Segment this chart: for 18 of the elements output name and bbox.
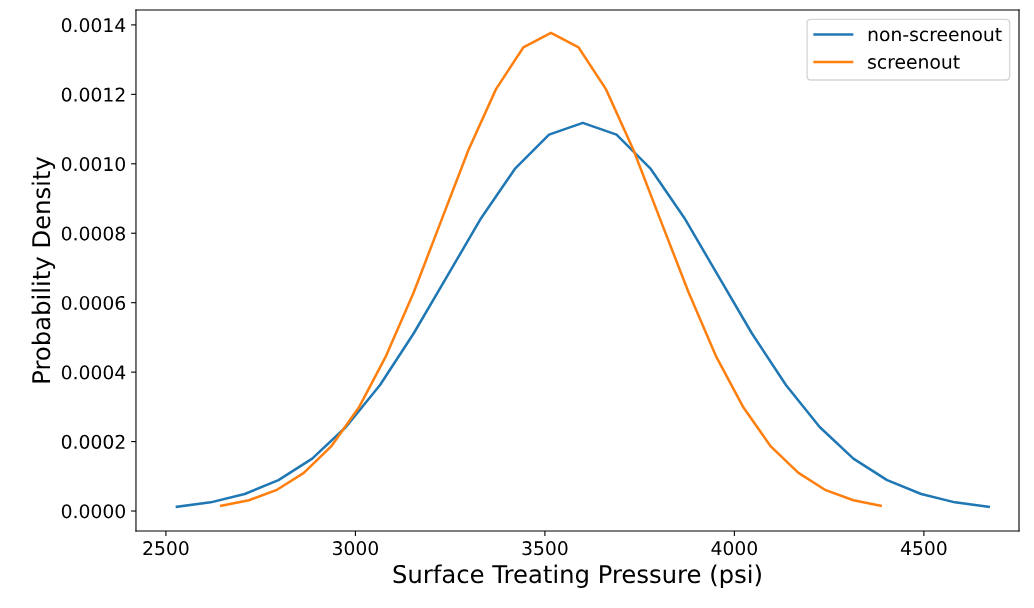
x-axis-title: Surface Treating Pressure (psi) — [393, 564, 761, 588]
line-series — [175, 121, 990, 509]
y-tick-label: 0.0004 — [61, 365, 126, 380]
y-tick-label: 0.0014 — [61, 18, 126, 33]
y-tick-label: 0.0002 — [61, 434, 125, 449]
y-tick-label: 0.0012 — [61, 87, 125, 102]
y-axis-title: Probability Density — [31, 156, 56, 383]
x-tick-label: 3000 — [332, 541, 379, 556]
y-tick-label: 0.0010 — [61, 157, 125, 172]
x-tick-label: 4000 — [711, 541, 757, 556]
y-tick-label: 0.0008 — [61, 226, 125, 241]
legend-label: non-screenout — [868, 27, 1002, 42]
x-tick-label: 3500 — [522, 541, 568, 556]
y-tick-label: 0.0000 — [61, 504, 125, 519]
x-tick-label: 2500 — [143, 541, 189, 556]
x-tick-label: 4500 — [900, 541, 947, 556]
y-tick-label: 0.0006 — [61, 295, 126, 311]
legend-label: screenout — [868, 55, 960, 69]
